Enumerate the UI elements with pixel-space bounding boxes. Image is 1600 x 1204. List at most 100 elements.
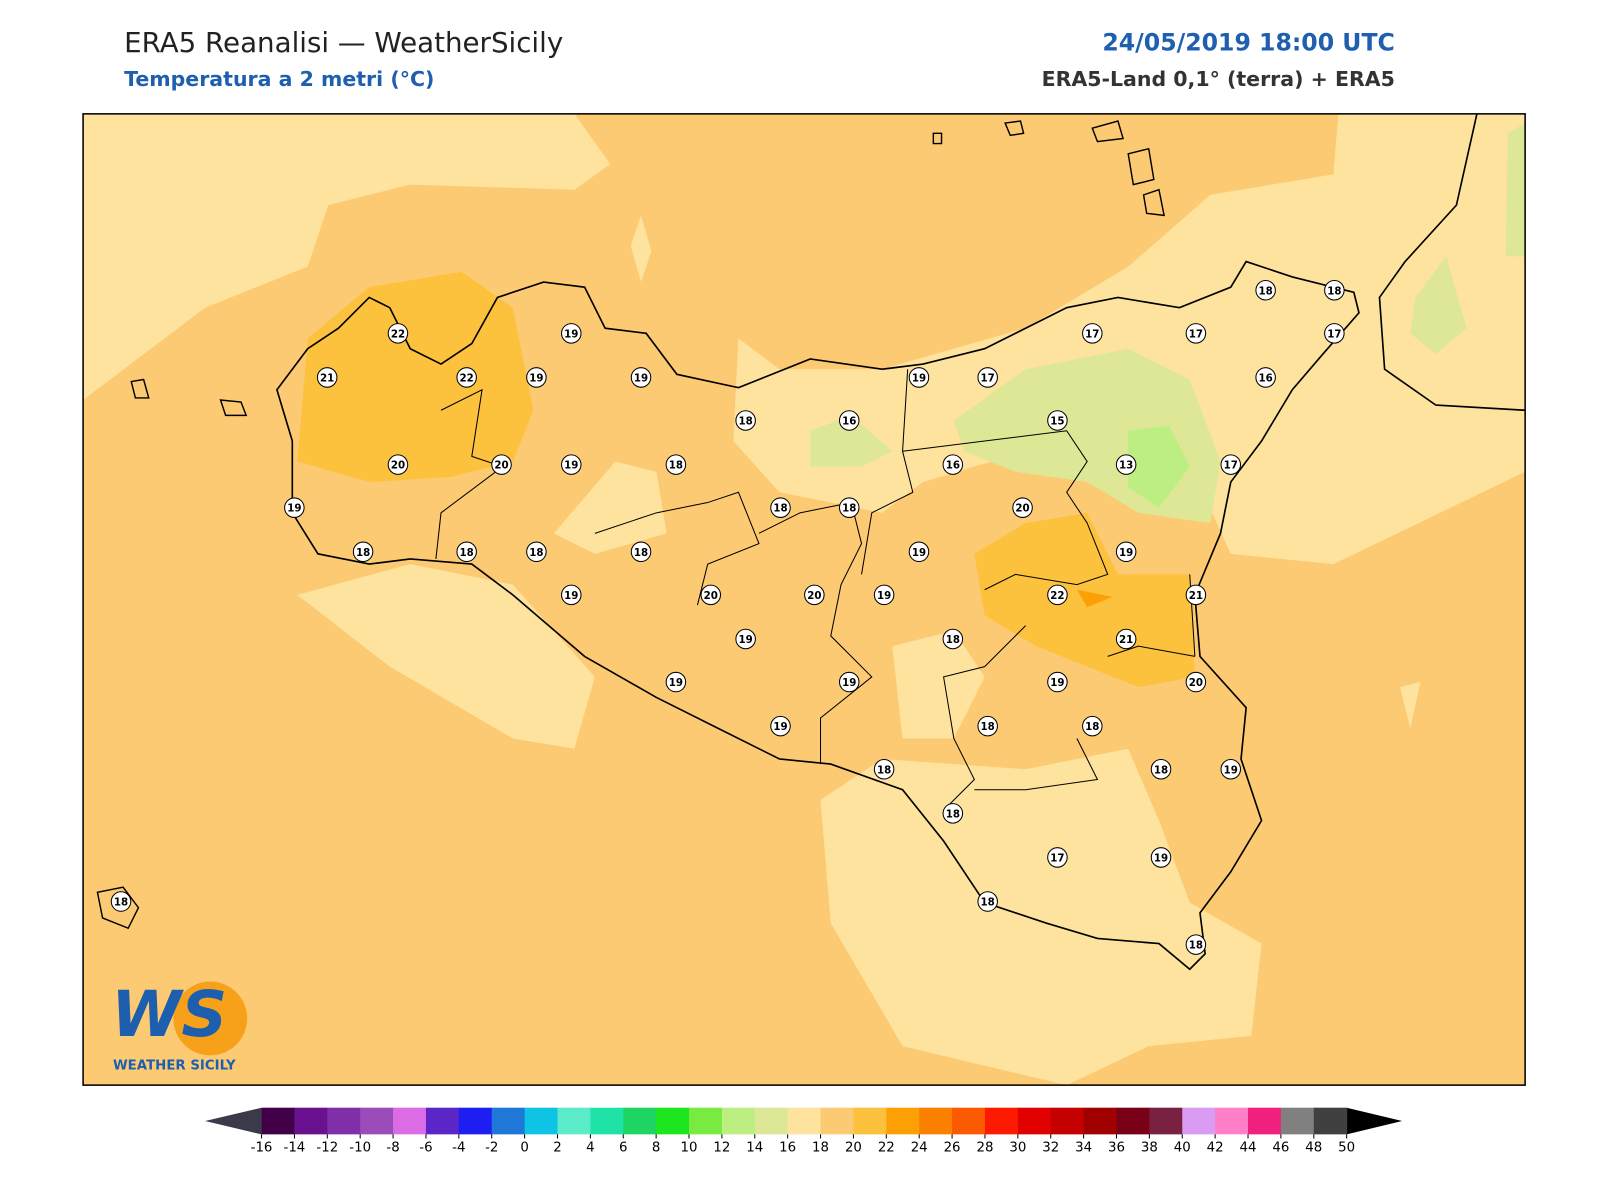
colorbar-tick-label: 30 <box>1009 1141 1026 1156</box>
colorbar-tick-label: 36 <box>1108 1141 1125 1156</box>
colorbar-tick-label: 10 <box>681 1141 698 1156</box>
colorbar-tick-label: 14 <box>746 1141 763 1156</box>
station-marker <box>700 584 722 606</box>
shade-light <box>630 215 652 283</box>
station-marker <box>1082 323 1103 344</box>
station-marker <box>1115 628 1137 650</box>
station-value: 20 <box>704 590 718 602</box>
station-value: 18 <box>1085 721 1099 733</box>
colorbar-tick-label: 44 <box>1240 1141 1257 1156</box>
station-marker <box>456 367 477 388</box>
station-value: 17 <box>981 372 995 384</box>
colorbar-tick-label: 32 <box>1042 1141 1059 1156</box>
station-marker <box>1220 454 1242 475</box>
station-value: 16 <box>946 460 960 472</box>
station-marker <box>977 367 998 388</box>
shade-light <box>892 630 985 739</box>
colorbar-bin <box>984 1107 1019 1135</box>
shade-light <box>1400 682 1421 729</box>
logo: WS WEATHER SICILY <box>111 977 248 1074</box>
station-marker <box>1324 279 1345 301</box>
station-value: 19 <box>877 590 891 602</box>
colorbar-bin <box>820 1107 854 1135</box>
colorbar-tick-label: -12 <box>316 1141 338 1156</box>
station-value: 16 <box>1259 372 1273 384</box>
station-marker <box>1115 541 1137 563</box>
station-value: 18 <box>460 547 474 559</box>
colorbar-tick-label: 50 <box>1338 1141 1355 1156</box>
station-marker <box>770 715 791 737</box>
station-value: 18 <box>773 503 787 515</box>
colorbar-bin <box>1017 1107 1052 1135</box>
colorbar-bin <box>853 1107 887 1135</box>
station-value: 17 <box>1327 328 1341 340</box>
station-value: 19 <box>669 677 683 689</box>
station-value: 19 <box>1119 547 1133 559</box>
colorbar-tick-label: -6 <box>419 1141 432 1156</box>
station-marker <box>561 323 582 344</box>
station-marker <box>977 891 998 912</box>
station-marker <box>561 454 582 475</box>
station-value: 21 <box>320 372 334 384</box>
station-value: 17 <box>1189 328 1203 340</box>
shade-cooler <box>1128 425 1190 508</box>
station-marker <box>1150 758 1172 780</box>
station-value: 19 <box>1050 677 1064 689</box>
station-value: 18 <box>1327 285 1341 297</box>
colorbar-bin <box>524 1107 558 1135</box>
logo-name: WEATHER SICILY <box>113 1059 236 1074</box>
station-marker <box>110 891 132 912</box>
shade-light <box>733 113 1526 565</box>
station-value: 19 <box>564 460 578 472</box>
station-value: 22 <box>1050 590 1064 602</box>
station-marker <box>1082 715 1103 737</box>
colorbar-bin <box>886 1107 920 1135</box>
colorbar-tick-label: 46 <box>1272 1141 1289 1156</box>
station-marker <box>316 367 338 388</box>
station-marker <box>838 671 860 693</box>
station-value: 19 <box>564 590 578 602</box>
colorbar-bin <box>721 1107 756 1135</box>
colorbar-bin <box>919 1107 953 1135</box>
colorbar-tick-label: 24 <box>911 1141 928 1156</box>
station-value: 18 <box>1189 940 1203 952</box>
colorbar-tick-label: 8 <box>652 1141 660 1156</box>
station-value: 18 <box>946 808 960 820</box>
map-area <box>83 113 1526 1086</box>
colorbar-bin <box>557 1107 591 1135</box>
station-marker <box>387 454 409 475</box>
colorbar-bin <box>1083 1107 1118 1135</box>
station-value: 19 <box>529 372 543 384</box>
station-value: 18 <box>981 897 995 909</box>
colorbar-tick-label: 42 <box>1207 1141 1224 1156</box>
station-marker <box>665 454 687 475</box>
station-value: 17 <box>1085 328 1099 340</box>
colorbar-tick-label: 22 <box>878 1141 895 1156</box>
station-value: 20 <box>391 460 405 472</box>
station-value: 19 <box>287 503 301 515</box>
station-marker <box>1047 584 1068 606</box>
colorbar-bin <box>294 1107 328 1135</box>
station-value: 18 <box>739 416 753 428</box>
station-value: 18 <box>529 547 543 559</box>
colorbar-bin <box>623 1107 657 1135</box>
logo-mark: WS <box>111 977 227 1051</box>
station-value: 18 <box>946 634 960 646</box>
station-marker <box>838 497 860 518</box>
colorbar-tick-label: 18 <box>812 1141 829 1156</box>
station-value: 18 <box>356 547 370 559</box>
colorbar-tick-label: -10 <box>349 1141 371 1156</box>
station-marker <box>284 497 305 518</box>
station-marker <box>770 497 791 518</box>
station-value: 17 <box>1224 460 1238 472</box>
station-marker <box>1012 497 1033 518</box>
colorbar-bin <box>1050 1107 1085 1135</box>
colorbar-tick-label: 6 <box>619 1141 627 1156</box>
station-marker <box>1324 323 1345 344</box>
title: ERA5 Reanalisi — WeatherSicily <box>124 26 563 59</box>
station-marker <box>1150 847 1172 868</box>
subtitle: Temperatura a 2 metri (°C) <box>124 67 434 91</box>
colorbar-bin <box>656 1107 690 1135</box>
station-value: 20 <box>1015 503 1029 515</box>
